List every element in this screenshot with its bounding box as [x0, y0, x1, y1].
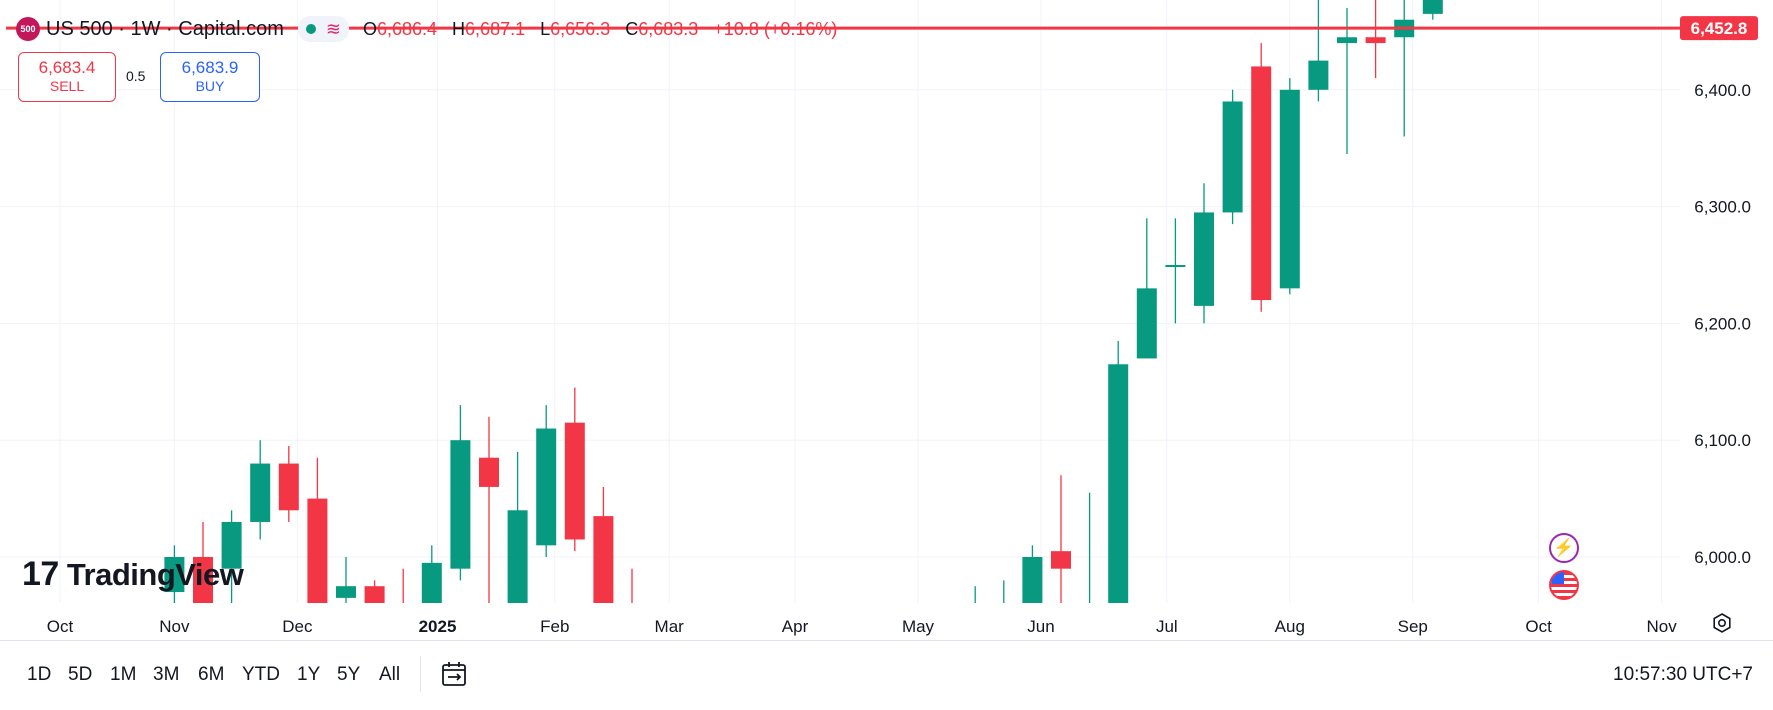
bolt-icon[interactable]: ⚡ [1549, 533, 1579, 563]
buy-price: 6,683.9 [181, 58, 239, 77]
ohlc-readout: O6,686.4 H6,687.1 L6,656.3 C6,683.3 +10.… [363, 19, 847, 40]
candle-body[interactable] [1136, 288, 1157, 359]
x-tick-label: Feb [540, 617, 569, 636]
settings-icon[interactable] [1711, 612, 1733, 634]
x-tick-label: Aug [1275, 617, 1305, 636]
tradingview-logo-text: TradingView [66, 556, 244, 592]
candle-body[interactable] [393, 610, 413, 639]
low-value: 6,656.3 [550, 18, 611, 39]
x-tick-label: Sep [1398, 617, 1428, 636]
range-button-all[interactable]: All [379, 664, 401, 685]
status-pill[interactable]: ≋ [297, 16, 349, 42]
candle-body[interactable] [1308, 60, 1329, 90]
candle-body[interactable] [965, 633, 985, 635]
range-button-1m[interactable]: 1M [110, 664, 137, 685]
low-label: L [540, 18, 551, 39]
candle-body[interactable] [450, 440, 471, 569]
open-value: 6,686.4 [376, 18, 438, 39]
candle-body[interactable] [1251, 66, 1272, 301]
tradingview-logo[interactable]: 17 TradingView [22, 555, 244, 594]
buy-button[interactable]: 6,683.9 BUY [160, 52, 260, 102]
sell-label: SELL [49, 78, 85, 94]
candle-body[interactable] [1337, 37, 1357, 44]
candle-body[interactable] [479, 457, 499, 487]
candle-body[interactable] [336, 586, 356, 598]
candle-body[interactable] [1222, 101, 1243, 213]
range-button-5d[interactable]: 5D [68, 664, 93, 685]
toolbar-divider [420, 656, 421, 692]
candle-body[interactable] [1022, 557, 1043, 633]
price-chart[interactable]: 6,836.66,763.36,718.06,571.46,526.16,452… [0, 0, 1773, 640]
high-value: 6,687.1 [465, 18, 526, 39]
candle-body[interactable] [937, 633, 957, 637]
candle-body[interactable] [1279, 89, 1300, 289]
candle-body[interactable] [1051, 551, 1071, 569]
range-button-1d[interactable]: 1D [27, 664, 52, 685]
x-tick-label: Mar [655, 617, 685, 636]
support-price-tag[interactable] [1680, 16, 1758, 41]
x-tick-label: Jul [1156, 617, 1178, 636]
open-label: O [362, 18, 377, 39]
candle-body[interactable] [1365, 37, 1386, 44]
candle-body[interactable] [622, 615, 642, 638]
close-label: C [625, 18, 639, 39]
candle-body[interactable] [507, 510, 528, 603]
buy-label: BUY [195, 78, 225, 94]
chart-header: 500 US 500 · 1W · Capital.com ≋ O6,686.4… [16, 14, 847, 44]
x-tick-label: Apr [782, 617, 809, 636]
change-value: +10.8 (+0.16%) [713, 18, 838, 39]
candle-body[interactable] [278, 463, 299, 511]
candle-body[interactable] [1422, 0, 1443, 14]
range-button-3m[interactable]: 3M [153, 664, 180, 685]
chart-title[interactable]: US 500 · 1W · Capital.com [46, 17, 284, 40]
range-button-6m[interactable]: 6M [198, 664, 225, 685]
x-tick-label: Oct [47, 617, 74, 636]
support-price-label: 6,452.8 [1691, 19, 1748, 38]
x-tick-label: May [902, 617, 935, 636]
high-label: H [452, 18, 466, 39]
tradingview-logo-mark: 17 [22, 555, 59, 593]
candles-group [164, 0, 1443, 639]
spread-value: 0.5 [126, 68, 146, 84]
candle-body[interactable] [364, 586, 385, 615]
candle-body[interactable] [221, 521, 242, 569]
candle-body[interactable] [994, 633, 1014, 635]
y-tick-label: 6,100.0 [1694, 431, 1751, 450]
y-tick-label: 6,200.0 [1694, 314, 1751, 333]
candle-body[interactable] [536, 428, 557, 546]
candle-body[interactable] [250, 463, 271, 522]
candle-body[interactable] [421, 562, 442, 627]
y-tick-label: 6,300.0 [1694, 198, 1751, 217]
symbol-badge[interactable]: 500 [16, 17, 40, 41]
x-tick-label: Jun [1027, 617, 1054, 636]
market-open-icon [305, 24, 316, 34]
clock-readout[interactable]: 10:57:30 UTC+7 [1613, 664, 1753, 685]
candle-body[interactable] [307, 498, 328, 639]
range-button-5y[interactable]: 5Y [337, 664, 361, 685]
range-button-ytd[interactable]: YTD [242, 664, 280, 685]
candle-body[interactable] [593, 516, 614, 604]
x-tick-label: Nov [1646, 617, 1677, 636]
candle-body[interactable] [164, 557, 185, 593]
candle-body[interactable] [1165, 265, 1186, 267]
y-tick-label: 6,000.0 [1694, 548, 1751, 567]
range-button-1y[interactable]: 1Y [297, 664, 321, 685]
candle-body[interactable] [193, 557, 213, 615]
sell-button[interactable]: 6,683.4 SELL [18, 52, 116, 102]
x-tick-label: 2025 [419, 617, 457, 636]
candle-body[interactable] [1080, 604, 1100, 622]
wave-icon: ≋ [325, 18, 341, 39]
x-tick-label: Nov [159, 617, 190, 636]
candle-body[interactable] [564, 422, 585, 540]
candle-body[interactable] [1194, 212, 1214, 306]
close-value: 6,683.3 [638, 18, 699, 39]
x-tick-label: Dec [282, 617, 313, 636]
y-tick-label: 6,400.0 [1694, 81, 1751, 100]
sell-price: 6,683.4 [38, 58, 96, 77]
x-tick-label: Oct [1525, 617, 1552, 636]
bottom-toolbar [0, 640, 1773, 710]
candle-body[interactable] [1108, 364, 1129, 633]
us-flag-icon[interactable] [1549, 570, 1579, 600]
calendar-range-icon[interactable] [440, 660, 468, 688]
